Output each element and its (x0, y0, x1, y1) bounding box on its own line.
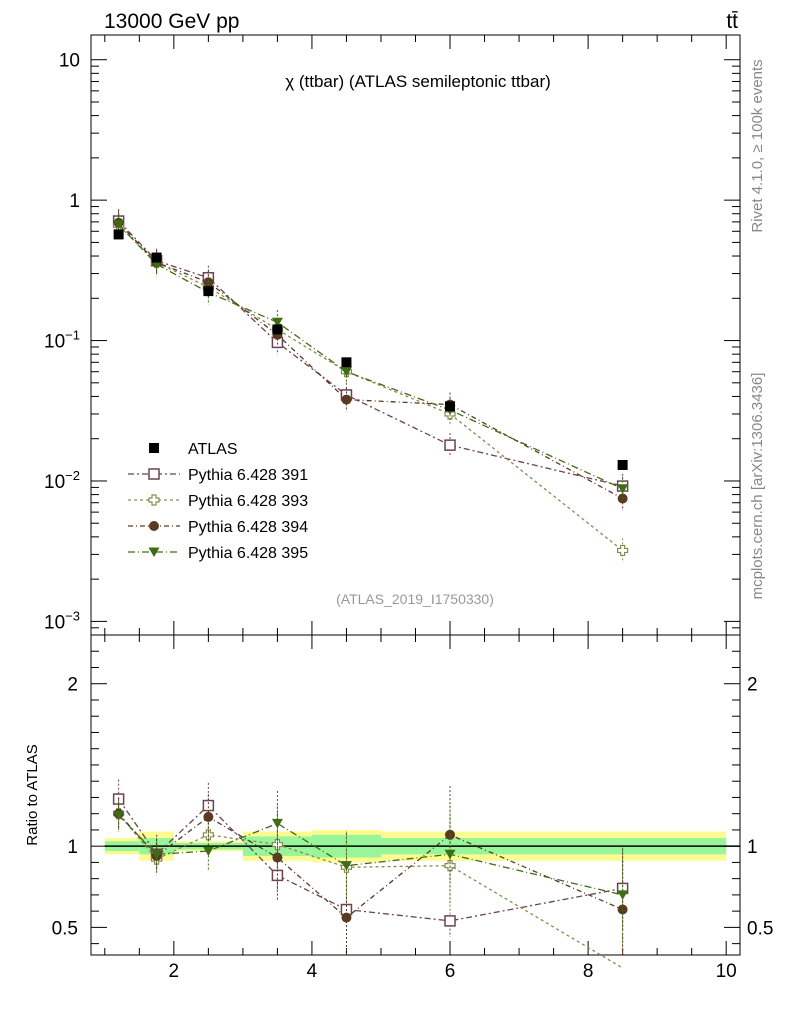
ratio-y-tick-label: 1 (67, 837, 78, 858)
process-label: tt̄ (726, 10, 738, 33)
ratio-point (617, 890, 629, 900)
data-point (341, 357, 352, 368)
ratio-y-tick-label-right: 2 (747, 675, 758, 696)
data-point (272, 324, 283, 335)
ratio-panel-frame (90, 634, 741, 956)
ratio-point (341, 912, 352, 923)
x-tick-label: 4 (307, 961, 318, 982)
ratio-point (202, 799, 215, 812)
legend-label: Pythia 6.428 395 (188, 545, 308, 562)
series-point (340, 367, 352, 377)
ratio-series-line-2 (118, 813, 623, 919)
energy-label: 13000 GeV pp (104, 10, 239, 33)
ratio-y-tick-label: 2 (67, 675, 78, 696)
y-tick-label: 1 (69, 191, 80, 212)
y-tick-label: 10 (59, 51, 80, 72)
y-tick-label: 10−1 (44, 328, 80, 353)
legend-marker (148, 547, 160, 557)
data-point (203, 286, 214, 297)
ratio-y-tick-label-right: 1 (747, 837, 758, 858)
main-panel-series (112, 208, 629, 563)
legend-marker-data (149, 443, 159, 453)
x-tick-label: 6 (445, 961, 456, 982)
axis-ticks (91, 35, 740, 955)
legend-label: Pythia 6.428 393 (188, 493, 308, 510)
ratio-point (271, 818, 283, 829)
ratio-point (272, 852, 283, 863)
ratio-y-tick-label: 0.5 (52, 918, 78, 939)
ratio-point (151, 849, 163, 860)
analysis-id: (ATLAS_2019_I1750330) (336, 591, 494, 607)
data-point (113, 229, 124, 240)
ratio-point (444, 849, 456, 860)
y-tick-label: 10−2 (44, 468, 80, 493)
legend-marker (148, 494, 160, 506)
series-point (271, 317, 283, 328)
data-point (445, 401, 456, 412)
chart-title: χ (ttbar) (ATLAS semileptonic ttbar) (285, 72, 551, 91)
legend: ATLAS Pythia 6.428 391 Pythia 6.428 393 Pyt… (128, 441, 308, 562)
ratio-point (113, 810, 125, 821)
legend-marker (149, 521, 159, 531)
x-tick-label: 10 (716, 961, 737, 982)
ratio-point (444, 915, 456, 927)
y-tick-label: 10−3 (44, 608, 80, 633)
series-point (444, 439, 456, 451)
ratio-point (203, 811, 214, 822)
tick-labels: 2 4 6 8 10 10 1 10−1 10−2 10−3 2 2 1 1 0.5 0.5 (44, 51, 773, 982)
series-point (617, 544, 629, 557)
ratio-panel-series (112, 779, 629, 969)
ratio-point (202, 846, 214, 857)
ratio-y-tick-label-right: 0.5 (747, 918, 773, 939)
x-tick-label: 8 (583, 961, 594, 982)
data-point (617, 459, 628, 470)
legend-label: Pythia 6.428 391 (188, 467, 308, 484)
ratio-point (340, 861, 352, 871)
rivet-label: Rivet 4.1.0, ≥ 100k events (749, 59, 766, 232)
series-point (113, 220, 125, 230)
series-point (341, 394, 352, 405)
mcplots-label: mcplots.cern.ch [arXiv:1306.3436] (749, 373, 766, 600)
legend-label: Pythia 6.428 394 (188, 519, 308, 536)
data-point (151, 252, 162, 263)
x-tick-label: 2 (169, 961, 180, 982)
series-point (617, 484, 629, 494)
ratio-ylabel: Ratio to ATLAS (24, 744, 41, 845)
legend-label-data: ATLAS (188, 441, 238, 458)
legend-marker (148, 468, 160, 480)
